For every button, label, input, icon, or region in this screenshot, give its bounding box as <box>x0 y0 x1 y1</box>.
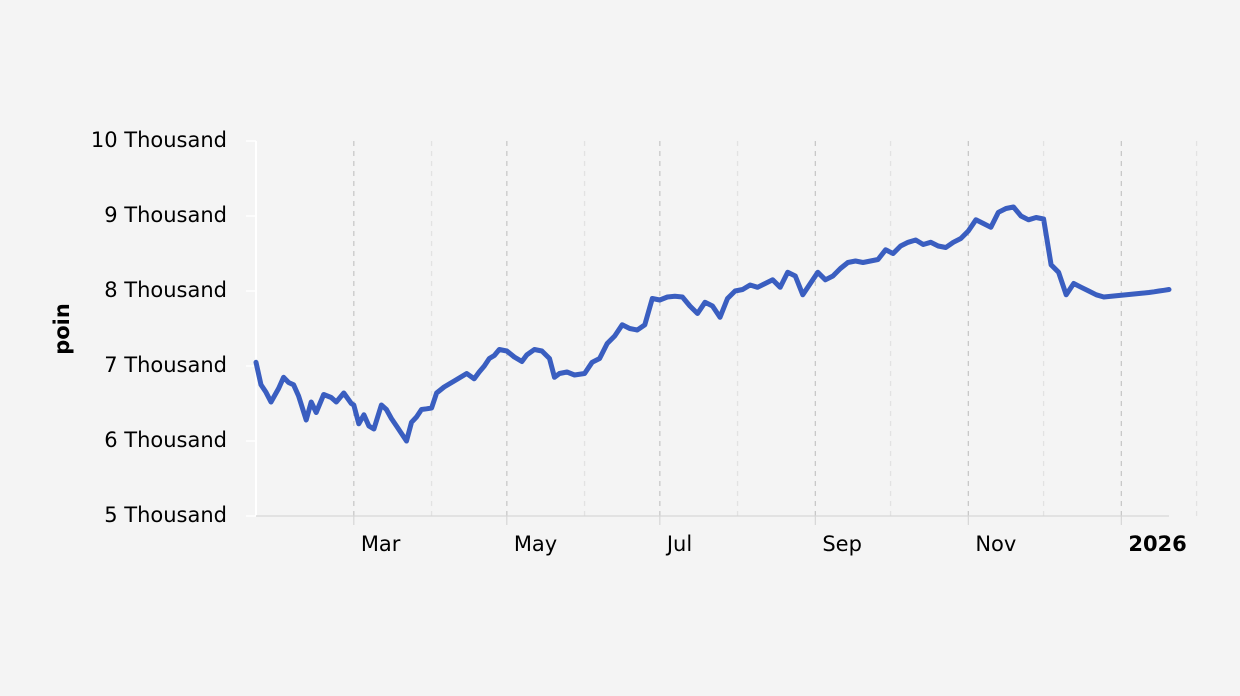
x-tick-labels: Mar May Jul Sep Nov 2026 <box>353 516 1187 556</box>
y-tick-labels: 5 Thousand 6 Thousand 7 Thousand 8 Thousand… <box>91 128 256 527</box>
y-axis-label: poin <box>50 303 74 355</box>
y-tick-label-3: 8 Thousand <box>104 278 227 302</box>
x-tick-label-5: 2026 <box>1128 532 1186 556</box>
x-tick-label-3: Sep <box>822 532 862 556</box>
x-tick-label-0: Mar <box>361 532 401 556</box>
series-group <box>253 204 1172 444</box>
y-tick-label-5: 10 Thousand <box>91 128 227 152</box>
series-line <box>253 204 1172 444</box>
y-tick-label-1: 6 Thousand <box>104 428 227 452</box>
y-tick-label-2: 7 Thousand <box>104 353 227 377</box>
x-tick-label-1: May <box>514 532 557 556</box>
gridlines <box>353 141 1198 516</box>
axes <box>255 141 1169 517</box>
x-tick-label-2: Jul <box>665 532 692 556</box>
x-tick-label-4: Nov <box>975 532 1016 556</box>
y-tick-label-4: 9 Thousand <box>104 203 227 227</box>
y-tick-label-0: 5 Thousand <box>104 503 227 527</box>
